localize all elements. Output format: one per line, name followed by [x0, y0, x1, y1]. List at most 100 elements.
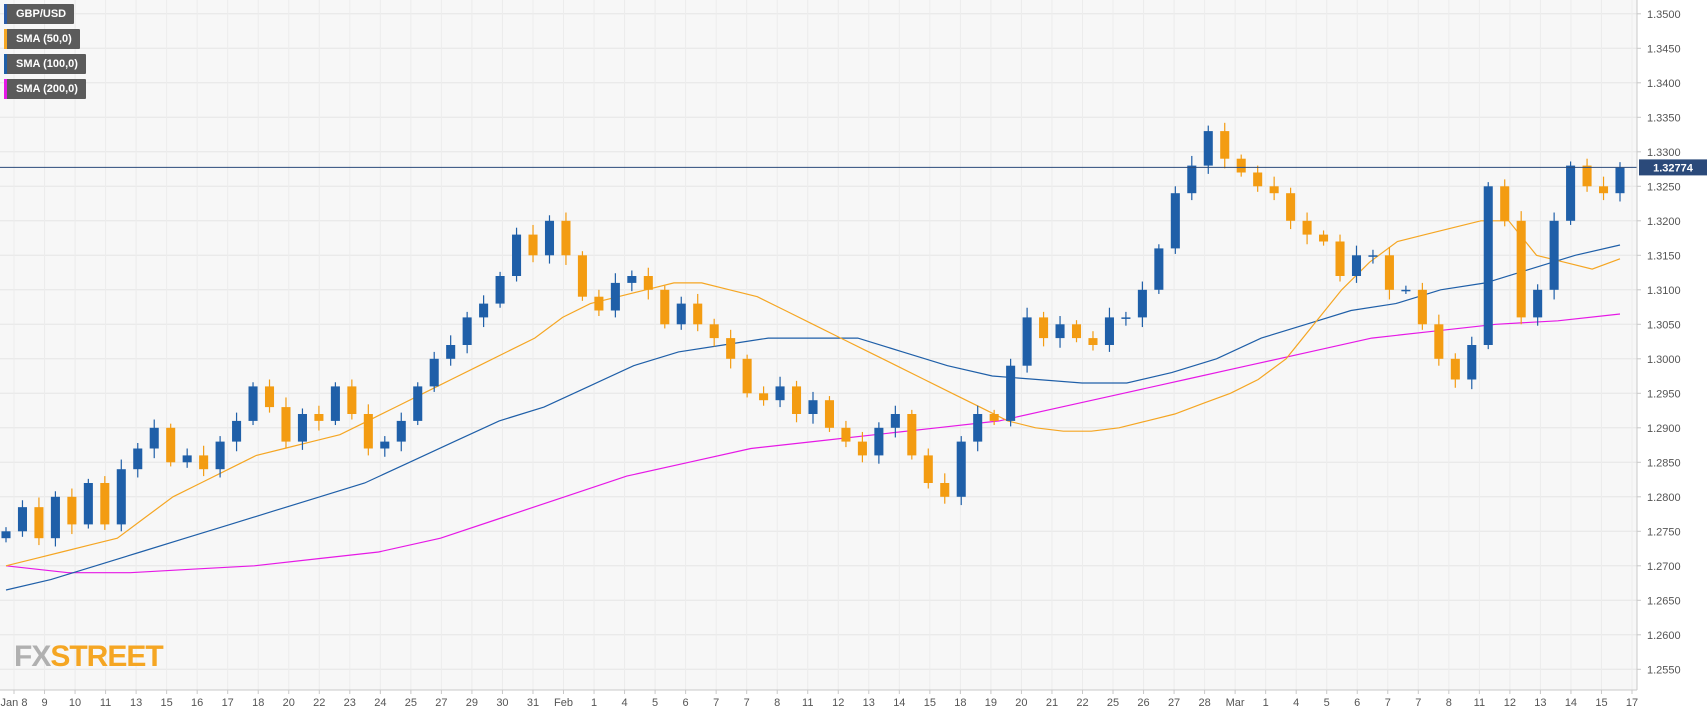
- x-tick-label: 19: [985, 697, 997, 709]
- legend-item-sma-50[interactable]: SMA (50,0): [4, 29, 80, 49]
- x-tick-label: Jan 8: [1, 697, 28, 709]
- candle-body: [1088, 338, 1098, 345]
- candle-body: [759, 393, 769, 401]
- x-tick-label: 14: [893, 697, 905, 709]
- candle-body: [857, 441, 867, 456]
- x-tick-label: 8: [774, 697, 780, 709]
- x-tick-label: 26: [1137, 697, 1149, 709]
- candle-body: [462, 317, 472, 345]
- candle-body: [1549, 220, 1559, 290]
- candle-body: [199, 455, 209, 470]
- candle-body: [1319, 234, 1329, 242]
- candle-body: [512, 234, 522, 276]
- y-tick-label: 1.2700: [1647, 561, 1681, 573]
- x-tick-label: 11: [1474, 697, 1485, 709]
- x-tick-label: 7: [1385, 697, 1391, 709]
- legend-item-sma-100[interactable]: SMA (100,0): [4, 54, 86, 74]
- logo-fx: FX: [14, 640, 51, 673]
- candle-body: [1582, 165, 1592, 187]
- current-price-label: 1.32774: [1653, 162, 1694, 174]
- x-tick-label: 4: [1293, 697, 1299, 709]
- candle-body: [67, 496, 77, 525]
- candle-body: [1104, 317, 1114, 345]
- legend-label: SMA (100,0): [16, 58, 78, 70]
- candle-body: [232, 420, 242, 442]
- candle-body: [182, 455, 192, 463]
- sma-50-line: [5, 220, 1621, 567]
- candle-body: [380, 441, 390, 449]
- candle-body: [248, 386, 258, 421]
- x-tick-label: 25: [1107, 697, 1119, 709]
- legend-label: GBP/USD: [16, 8, 67, 20]
- x-tick-label: 6: [1354, 697, 1360, 709]
- legend-item-sma-200[interactable]: SMA (200,0): [4, 79, 86, 99]
- candle-body: [1071, 324, 1082, 339]
- candle-body: [726, 338, 736, 359]
- candle-body: [166, 427, 176, 463]
- candle-body: [693, 303, 703, 325]
- candle-body: [83, 483, 93, 525]
- y-tick-label: 1.2900: [1647, 423, 1681, 435]
- x-tick-label: 30: [496, 697, 508, 709]
- x-tick-label: 12: [1504, 697, 1516, 709]
- candle-body: [1351, 255, 1362, 276]
- candle-body: [594, 296, 604, 311]
- y-tick-label: 1.2600: [1647, 630, 1681, 642]
- candle-body: [709, 324, 719, 339]
- x-tick-label: 13: [130, 697, 142, 709]
- candle-body: [314, 414, 324, 421]
- x-tick-label: 22: [1076, 697, 1088, 709]
- candle-body: [479, 303, 489, 318]
- candle-body: [100, 483, 110, 525]
- x-tick-label: 20: [283, 697, 295, 709]
- legend-swatch: [4, 79, 7, 99]
- x-tick-label: 25: [405, 697, 417, 709]
- candle-body: [363, 414, 373, 449]
- x-axis: Jan 8 9 10 11 13 15 16 17 18 20 22 23 24 25 27 29 30 31 Fe…: [0, 689, 1638, 709]
- candle-body: [1253, 172, 1263, 187]
- x-tick-label: 7: [713, 697, 719, 709]
- legend-swatch: [4, 54, 7, 74]
- candle-body: [1434, 324, 1444, 359]
- x-tick-label: 16: [191, 697, 203, 709]
- x-tick-label: 20: [1015, 697, 1027, 709]
- candle-body: [1187, 165, 1197, 194]
- candle-body: [1615, 167, 1625, 194]
- y-tick-label: 1.2800: [1647, 492, 1681, 504]
- candle-body: [34, 507, 44, 539]
- y-tick-label: 1.2850: [1647, 457, 1681, 469]
- candle-body: [1483, 186, 1493, 345]
- candle-body: [1121, 317, 1131, 319]
- x-tick-label: 22: [313, 697, 325, 709]
- x-tick-label: 7: [744, 697, 750, 709]
- legend-item-gbpusd[interactable]: GBP/USD: [4, 4, 75, 24]
- y-tick-label: 1.3450: [1647, 43, 1681, 55]
- x-tick-label: 18: [954, 697, 966, 709]
- candle-body: [561, 220, 571, 256]
- candle-body: [396, 420, 406, 442]
- candle-body: [50, 496, 60, 539]
- candle-body: [956, 441, 966, 497]
- x-tick-label: 17: [222, 697, 234, 709]
- candle-body: [610, 282, 620, 311]
- x-tick-label: 15: [924, 697, 936, 709]
- x-tick-label: 12: [832, 697, 844, 709]
- candlesticks: [1, 122, 1625, 547]
- candle-body: [17, 507, 27, 532]
- x-tick-label: 24: [374, 697, 386, 709]
- x-tick-label: 5: [1324, 697, 1330, 709]
- x-tick-label: 27: [435, 697, 447, 709]
- y-tick-label: 1.2550: [1647, 664, 1681, 676]
- candle-body: [577, 255, 587, 297]
- y-tick-label: 1.3200: [1647, 216, 1681, 228]
- candle-body: [1533, 289, 1543, 318]
- legend-swatch: [4, 29, 7, 49]
- x-tick-label: 7: [1415, 697, 1421, 709]
- x-tick-label: 23: [344, 697, 356, 709]
- x-tick-label: 21: [1046, 697, 1058, 709]
- candle-body: [446, 345, 456, 359]
- x-tick-label: 1: [1263, 697, 1269, 709]
- x-tick-label: 15: [1595, 697, 1607, 709]
- candle-body: [264, 386, 275, 408]
